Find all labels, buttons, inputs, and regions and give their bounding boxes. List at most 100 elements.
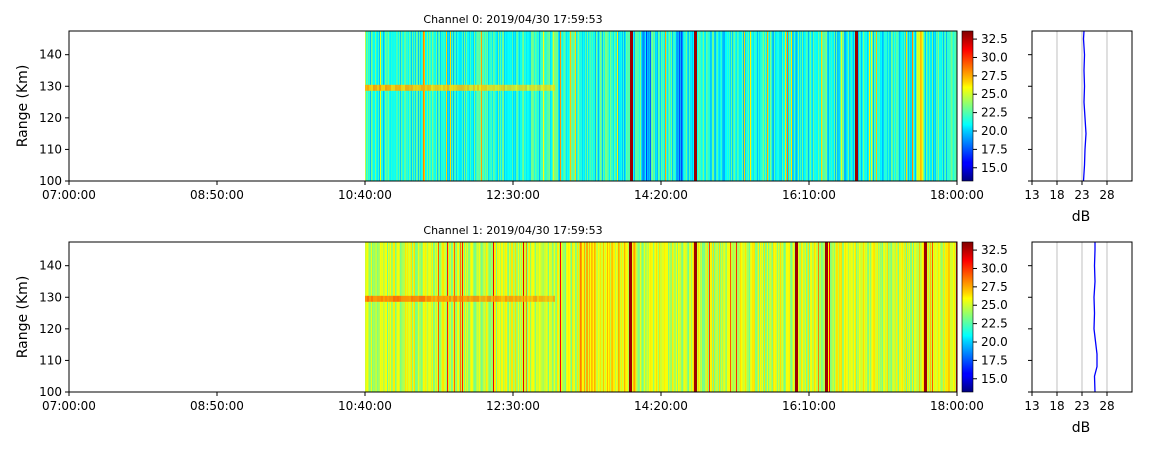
heatmap-column xyxy=(603,31,605,181)
bright-band-segment xyxy=(519,84,521,91)
heatmap-column xyxy=(910,31,912,181)
heatmap-column xyxy=(783,242,785,392)
heatmap-column xyxy=(544,31,546,181)
heatmap-column xyxy=(860,242,862,392)
heatmap-column xyxy=(785,31,787,181)
heatmap-column xyxy=(744,242,746,392)
heatmap-column xyxy=(604,242,606,392)
heatmap-column xyxy=(877,242,879,392)
heatmap-column xyxy=(605,31,607,181)
heatmap-column xyxy=(927,242,929,392)
bright-band-segment xyxy=(551,84,553,91)
heatmap-column xyxy=(856,242,858,392)
heatmap-column xyxy=(385,242,387,392)
heatmap-column xyxy=(783,31,785,181)
heatmap-column xyxy=(800,242,802,392)
heatmap-column xyxy=(869,242,871,392)
heatmap-column xyxy=(872,242,874,392)
heatmap-column xyxy=(817,31,819,181)
heatmap-column xyxy=(499,242,501,392)
heatmap-column xyxy=(454,31,456,181)
heatmap-column xyxy=(697,242,699,392)
heatmap-column xyxy=(787,242,789,392)
heatmap-column xyxy=(861,31,863,181)
colorbar-tick-label: 25.0 xyxy=(981,87,1008,101)
heatmap-column xyxy=(583,242,585,392)
bright-band-segment xyxy=(529,295,531,302)
heatmap-column xyxy=(522,242,524,392)
heatmap-column xyxy=(391,31,393,181)
bright-band-segment xyxy=(467,295,469,302)
bright-band-segment xyxy=(501,84,503,91)
heatmap-column xyxy=(574,31,576,181)
heatmap-column xyxy=(456,242,458,392)
heatmap-column xyxy=(738,31,740,181)
heatmap-column xyxy=(778,31,780,181)
heatmap-column xyxy=(413,242,415,392)
heatmap-column xyxy=(711,31,713,181)
bright-band-segment xyxy=(505,84,507,91)
heatmap-column xyxy=(593,242,595,392)
heatmap-column xyxy=(924,31,926,181)
heatmap-column xyxy=(842,31,844,181)
heatmap-column xyxy=(638,31,640,181)
bright-band-segment xyxy=(489,295,491,302)
heatmap-column xyxy=(791,242,793,392)
heatmap-column xyxy=(947,242,949,392)
heatmap-column xyxy=(506,242,508,392)
heatmap-column xyxy=(632,31,634,181)
heatmap-column xyxy=(465,242,467,392)
heatmap-column xyxy=(407,242,409,392)
heatmap-column xyxy=(912,242,914,392)
bright-band-segment xyxy=(475,84,477,91)
heatmap-column xyxy=(801,31,803,181)
heatmap-column xyxy=(422,31,424,181)
heatmap-column xyxy=(846,31,848,181)
heatmap-column xyxy=(753,242,755,392)
colorbar-tick-label: 15.0 xyxy=(981,161,1008,175)
heatmap-column xyxy=(728,31,730,181)
heatmap-column xyxy=(596,31,598,181)
heatmap-column xyxy=(684,242,686,392)
heatmap-column xyxy=(657,242,659,392)
colorbar-tick-label: 20.0 xyxy=(981,335,1008,349)
heatmap-column xyxy=(904,242,906,392)
heatmap-column xyxy=(793,242,795,392)
heatmap-column xyxy=(485,31,487,181)
heatmap-column xyxy=(523,242,525,392)
heatmap-column xyxy=(375,31,377,181)
heatmap-column xyxy=(519,242,521,392)
heatmap-column xyxy=(489,242,491,392)
heatmap-column xyxy=(723,31,725,181)
heatmap-column xyxy=(390,31,392,181)
heatmap-column xyxy=(726,242,728,392)
heatmap-column xyxy=(498,242,500,392)
heatmap-column xyxy=(559,242,561,392)
heatmap-column xyxy=(507,242,509,392)
heatmap-column xyxy=(496,242,498,392)
heatmap-column xyxy=(401,242,403,392)
bright-band-segment xyxy=(367,295,369,302)
heatmap-column xyxy=(463,242,465,392)
heatmap-column xyxy=(837,242,839,392)
bright-band-segment xyxy=(371,295,373,302)
heatmap-column xyxy=(416,31,418,181)
heatmap-column xyxy=(656,242,658,392)
heatmap-column xyxy=(518,242,520,392)
heatmap-column xyxy=(893,242,895,392)
heatmap-column xyxy=(743,242,745,392)
bright-band-segment xyxy=(435,295,437,302)
heatmap-column xyxy=(520,31,522,181)
bright-band-segment xyxy=(393,295,395,302)
heatmap-column xyxy=(720,31,722,181)
profile-x-tick-label: 23 xyxy=(1074,188,1089,202)
heatmap-column xyxy=(707,31,709,181)
heatmap-column xyxy=(810,31,812,181)
heatmap-column xyxy=(407,31,409,181)
heatmap-column xyxy=(532,242,534,392)
heatmap-column xyxy=(771,242,773,392)
bright-band-segment xyxy=(501,295,503,302)
heatmap-column xyxy=(393,31,395,181)
heatmap-column xyxy=(652,31,654,181)
heatmap-column xyxy=(703,31,705,181)
